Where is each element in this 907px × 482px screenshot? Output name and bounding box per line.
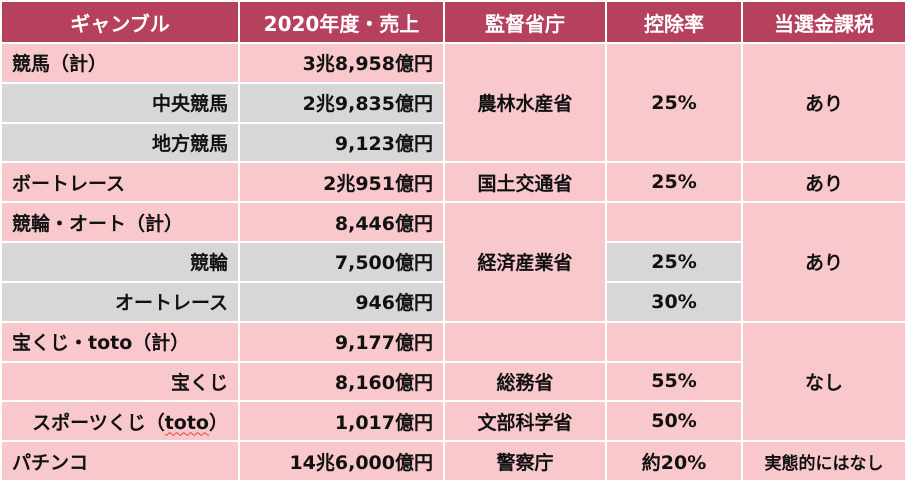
row-name-keiba-total: 競馬（計） — [2, 44, 238, 82]
tax-boat: あり — [743, 163, 905, 202]
row-sales-keiba-total: 3兆8,958億円 — [240, 44, 443, 82]
ministry-takarakuji: 総務省 — [445, 362, 605, 401]
tax-keiba: あり — [743, 44, 905, 162]
row-name-pachinko: パチンコ — [2, 442, 238, 480]
deduction-keiba: 25% — [607, 44, 741, 162]
row-sales-keirin: 7,500億円 — [240, 243, 443, 281]
ministry-pachinko: 警察庁 — [445, 442, 605, 480]
row-name-keirin: 競輪 — [2, 243, 238, 281]
row-name-lottery-total: 宝くじ・toto（計） — [2, 322, 238, 361]
deduction-keirin: 25% — [607, 243, 741, 281]
lottery-total-toto: toto — [88, 332, 133, 355]
row-name-sports-lottery: スポーツくじ（toto） — [2, 402, 238, 441]
header-deduction: 控除率 — [607, 2, 741, 42]
row-sales-keirin-auto-total: 8,446億円 — [240, 203, 443, 242]
table-row: 宝くじ・toto（計） 9,177億円 なし — [2, 322, 905, 441]
deduction-autorace: 30% — [607, 282, 741, 321]
row-sales-takarakuji: 8,160億円 — [240, 362, 443, 401]
table-row: 地方競馬 9,123億円 — [2, 123, 905, 162]
header-ministry: 監督省庁 — [445, 2, 605, 42]
table-row: パチンコ 14兆6,000億円 警察庁 約20% 実態的にはなし — [2, 442, 905, 480]
deduction-boat: 25% — [607, 163, 741, 202]
deduction-takarakuji: 55% — [607, 362, 741, 401]
table-row: 宝くじ 8,160億円 総務省 55% — [2, 362, 905, 401]
lottery-total-prefix: 宝くじ・ — [12, 332, 89, 355]
row-name-keirin-auto-total: 競輪・オート（計） — [2, 203, 238, 242]
ministry-keirin: 経済産業省 — [445, 203, 605, 321]
sports-lottery-prefix: スポーツくじ（ — [32, 411, 165, 434]
row-sales-keiba-local: 9,123億円 — [240, 123, 443, 162]
row-sales-keiba-central: 2兆9,835億円 — [240, 83, 443, 122]
tax-pachinko: 実態的にはなし — [743, 442, 905, 480]
row-sales-sports-lottery: 1,017億円 — [240, 402, 443, 441]
deduction-keirin-auto-total-empty — [607, 203, 741, 242]
header-row: ギャンブル 2020年度・売上 監督省庁 控除率 当選金課税 — [2, 2, 905, 42]
tax-lottery: なし — [743, 322, 905, 441]
row-name-autorace: オートレース — [2, 282, 238, 321]
table-row: 競輪 7,500億円 25% — [2, 243, 905, 281]
header-tax: 当選金課税 — [743, 2, 905, 42]
table-row: 競馬（計） 3兆8,958億円 農林水産省 25% あり — [2, 44, 905, 162]
row-name-takarakuji: 宝くじ — [2, 362, 238, 401]
table-row: ボートレース 2兆951億円 国土交通省 25% あり — [2, 163, 905, 202]
row-sales-boat: 2兆951億円 — [240, 163, 443, 202]
table-row: スポーツくじ（toto） 1,017億円 文部科学省 50% — [2, 402, 905, 441]
row-name-keiba-central: 中央競馬 — [2, 83, 238, 122]
row-name-boat: ボートレース — [2, 163, 238, 202]
header-sales: 2020年度・売上 — [240, 2, 443, 42]
tax-keirin: あり — [743, 203, 905, 321]
ministry-sports-lottery: 文部科学省 — [445, 402, 605, 441]
deduction-lottery-total-empty — [607, 322, 741, 361]
sports-lottery-suffix: ） — [208, 411, 228, 434]
header-gamble: ギャンブル — [2, 2, 238, 42]
deduction-pachinko: 約20% — [607, 442, 741, 480]
sports-lottery-toto: toto — [164, 411, 209, 434]
table-row: 中央競馬 2兆9,835億円 — [2, 83, 905, 122]
table-row: 競輪・オート（計） 8,446億円 経済産業省 あり — [2, 203, 905, 321]
deduction-sports-lottery: 50% — [607, 402, 741, 441]
row-sales-lottery-total: 9,177億円 — [240, 322, 443, 361]
table-row: オートレース 946億円 30% — [2, 282, 905, 321]
row-sales-pachinko: 14兆6,000億円 — [240, 442, 443, 480]
lottery-total-suffix: （計） — [132, 332, 190, 355]
ministry-keiba: 農林水産省 — [445, 44, 605, 162]
ministry-boat: 国土交通省 — [445, 163, 605, 202]
ministry-lottery-total-empty — [445, 322, 605, 361]
row-name-keiba-local: 地方競馬 — [2, 123, 238, 162]
row-sales-autorace: 946億円 — [240, 282, 443, 321]
